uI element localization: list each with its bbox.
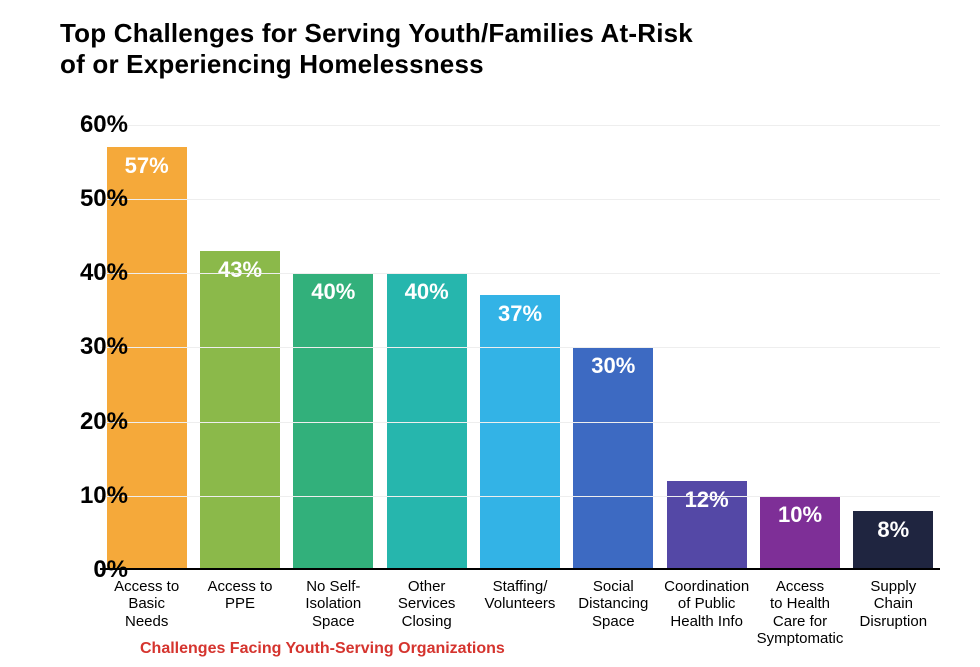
gridline <box>100 422 940 423</box>
title-line-1: Top Challenges for Serving Youth/Familie… <box>60 18 693 48</box>
chart-container: Top Challenges for Serving Youth/Familie… <box>0 0 980 667</box>
bar-value-label: 10% <box>760 502 840 528</box>
bar: 12% <box>667 481 747 570</box>
bar: 43% <box>200 251 280 570</box>
bar-value-label: 43% <box>200 257 280 283</box>
y-tick-label: 40% <box>58 259 128 287</box>
bars-group: 57% 43% 40% 40% 37% 30% 12% 10% 8% <box>100 110 940 570</box>
gridline <box>100 199 940 200</box>
x-axis-line <box>100 568 940 570</box>
y-tick-label: 30% <box>58 333 128 361</box>
bar: 8% <box>853 511 933 570</box>
bar: 37% <box>480 295 560 570</box>
plot-area: 57% 43% 40% 40% 37% 30% 12% 10% 8% <box>100 110 940 570</box>
bar-value-label: 40% <box>387 279 467 305</box>
bar-value-label: 8% <box>853 517 933 543</box>
y-tick-label: 10% <box>58 482 128 510</box>
bar-value-label: 40% <box>293 279 373 305</box>
gridline <box>100 347 940 348</box>
chart-caption: Challenges Facing Youth-Serving Organiza… <box>140 640 505 658</box>
chart-title: Top Challenges for Serving Youth/Familie… <box>60 18 693 80</box>
gridline <box>100 125 940 126</box>
x-category-label: SupplyChainDisruption <box>847 578 940 630</box>
x-category-label: SocialDistancingSpace <box>567 578 660 630</box>
bar-value-label: 30% <box>573 353 653 379</box>
gridline <box>100 496 940 497</box>
x-category-label: Staffing/Volunteers <box>473 578 566 613</box>
bar: 30% <box>573 347 653 570</box>
bar: 10% <box>760 496 840 570</box>
title-line-2: of or Experiencing Homelessness <box>60 49 484 79</box>
bar-value-label: 37% <box>480 301 560 327</box>
y-tick-label: 50% <box>58 185 128 213</box>
x-category-label: Access toPPE <box>193 578 286 613</box>
x-category-label: OtherServicesClosing <box>380 578 473 630</box>
x-category-label: Accessto HealthCare forSymptomatic <box>753 578 846 647</box>
bar-value-label: 57% <box>107 153 187 179</box>
bar-value-label: 12% <box>667 487 747 513</box>
x-category-label: No Self-IsolationSpace <box>287 578 380 630</box>
x-category-label: Access toBasicNeeds <box>100 578 193 630</box>
y-tick-label: 60% <box>58 111 128 139</box>
caption-text: Challenges Facing Youth-Serving Organiza… <box>140 640 505 657</box>
x-category-label: Coordinationof PublicHealth Info <box>660 578 753 630</box>
gridline <box>100 273 940 274</box>
y-tick-label: 20% <box>58 408 128 436</box>
